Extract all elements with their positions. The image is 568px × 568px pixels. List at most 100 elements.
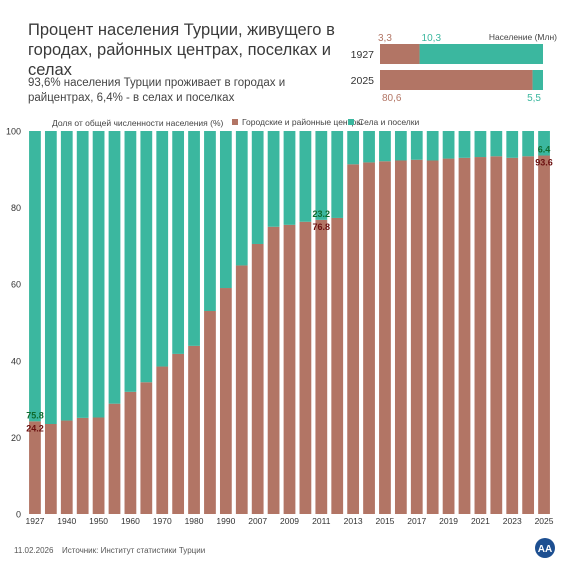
bar-rural <box>29 131 41 422</box>
bar-urban <box>363 162 375 514</box>
bar-rural <box>426 131 439 161</box>
x-tick-label: 1927 <box>25 516 44 526</box>
bar-urban <box>410 159 423 514</box>
x-tick-label: 2017 <box>407 516 426 526</box>
inset-urban-bar <box>380 44 420 64</box>
y-axis-title: Доля от общей численности населения (%) <box>52 118 224 128</box>
bar-urban <box>124 391 137 514</box>
bar-rural <box>156 131 169 367</box>
legend-label: Городские и районные центры <box>242 117 362 127</box>
bar-rural <box>490 131 503 157</box>
y-tick-label: 60 <box>11 280 21 290</box>
bar-rural <box>331 131 344 218</box>
inset-rural-value: 10,3 <box>422 33 442 44</box>
bar-rural <box>522 131 535 157</box>
bar-rural <box>267 131 280 227</box>
bar-rural <box>347 131 360 165</box>
bar-rural <box>204 131 216 312</box>
bar-urban <box>347 164 360 515</box>
bar-urban <box>76 417 89 514</box>
bar-urban <box>140 382 153 514</box>
inset-unit-label: Население (Млн) <box>489 32 557 42</box>
x-tick-label: 2021 <box>471 516 490 526</box>
bar-rural <box>235 131 248 266</box>
inset-urban-value: 80,6 <box>382 93 402 104</box>
inset-rural-bar <box>419 44 543 64</box>
bar-urban <box>267 226 280 514</box>
bar-rural <box>410 131 423 160</box>
bar-rural <box>251 131 264 244</box>
inset-urban-bar <box>380 70 533 90</box>
data-label-rural: 6.4 <box>538 145 551 155</box>
bar-urban <box>506 157 519 514</box>
bar-urban <box>331 217 344 515</box>
y-tick-label: 20 <box>11 433 21 443</box>
footer-source: Источник: Институт статистики Турции <box>62 546 206 555</box>
data-label-urban: 76.8 <box>313 222 331 232</box>
data-label-urban: 24.2 <box>26 423 44 433</box>
x-tick-label: 1970 <box>153 516 172 526</box>
bar-urban <box>156 366 169 514</box>
bar-urban <box>204 311 216 514</box>
bar-urban <box>538 155 550 514</box>
legend-swatch <box>348 119 354 125</box>
logo-text: AA <box>538 544 552 555</box>
bar-rural <box>474 131 487 158</box>
bar-rural <box>60 131 73 421</box>
stacked-bar-chart: Доля от общей численности населения (%) Г… <box>6 117 554 526</box>
bar-rural <box>76 131 89 418</box>
bar-urban <box>394 160 407 514</box>
chart-title: Процент населения Турции, живущего в гор… <box>28 21 335 79</box>
bar-urban <box>299 221 312 514</box>
bar-urban <box>108 403 121 514</box>
inset-urban-value: 3,3 <box>378 33 392 44</box>
bar-rural <box>363 131 375 163</box>
bar-urban <box>92 417 105 514</box>
y-tick-label: 0 <box>16 510 21 520</box>
x-tick-label: 2015 <box>375 516 394 526</box>
bar-rural <box>124 131 137 392</box>
bar-urban <box>172 353 185 514</box>
bar-rural <box>379 131 391 162</box>
x-tick-label: 1980 <box>185 516 204 526</box>
bar-urban <box>29 421 41 514</box>
bar-urban <box>522 156 535 514</box>
x-tick-label: 2019 <box>439 516 458 526</box>
aa-logo-icon: AA <box>535 538 555 558</box>
x-tick-label: 2007 <box>248 516 267 526</box>
bar-urban <box>235 265 248 514</box>
x-tick-label: 2023 <box>503 516 522 526</box>
inset-year-label: 2025 <box>351 75 375 87</box>
bar-rural <box>140 131 153 383</box>
x-tick-label: 2025 <box>535 516 554 526</box>
bar-rural <box>315 131 328 220</box>
x-tick-label: 1990 <box>216 516 235 526</box>
chart-subtitle: 93,6% населения Турции проживает в город… <box>28 77 286 104</box>
bar-rural <box>442 131 455 159</box>
bar-urban <box>474 157 487 514</box>
bar-rural <box>458 131 471 158</box>
bar-urban <box>315 219 328 514</box>
footer-date: 11.02.2026 <box>14 546 54 555</box>
bar-urban <box>60 420 73 514</box>
bar-rural <box>538 131 550 156</box>
bar-rural <box>506 131 519 158</box>
x-tick-label: 1940 <box>57 516 76 526</box>
bar-urban <box>188 345 200 514</box>
x-tick-label: 1960 <box>121 516 140 526</box>
inset-year-label: 1927 <box>351 49 375 61</box>
bar-urban <box>283 224 296 514</box>
bar-urban <box>458 157 471 514</box>
bar-urban <box>251 243 264 515</box>
bar-urban <box>379 161 391 514</box>
bar-urban <box>490 156 503 514</box>
x-tick-label: 2009 <box>280 516 299 526</box>
bar-urban <box>219 288 232 514</box>
bar-rural <box>283 131 296 225</box>
x-tick-label: 2013 <box>344 516 363 526</box>
inset-rural-bar <box>532 70 543 90</box>
bar-rural <box>92 131 105 418</box>
bar-urban <box>426 160 439 514</box>
x-tick-label: 1950 <box>89 516 108 526</box>
